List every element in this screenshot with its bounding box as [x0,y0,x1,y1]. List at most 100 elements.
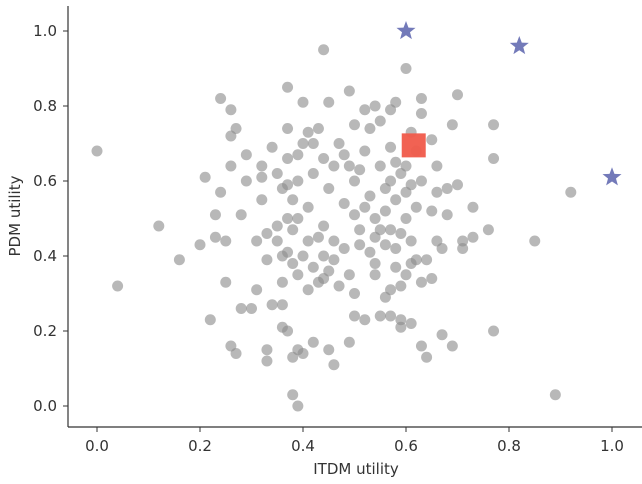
scatter-point [565,186,577,198]
scatter-point [369,258,381,269]
star-marker [602,167,622,186]
scatter-point [287,389,299,401]
x-axis-label: ITDM utility [313,460,399,478]
scatter-point [400,63,412,74]
y-tick-label: 0.2 [33,322,57,340]
scatter-point [488,153,500,164]
scatter-point [426,205,438,217]
axes [67,6,642,428]
x-tick-label: 0.0 [85,437,109,455]
scatter-point [261,344,273,356]
scatter-point [467,231,479,243]
scatter-point [395,280,407,292]
scatter-point [415,175,427,187]
scatter-point [282,123,294,134]
scatter-point [405,235,417,247]
scatter-point [251,284,263,296]
scatter-point [415,276,427,288]
scatter-point [349,310,360,322]
y-tick-label: 0.4 [33,247,57,265]
scatter-point [369,269,381,281]
scatter-point [328,160,340,172]
scatter-point [385,224,397,236]
scatter-point [385,141,397,153]
scatter-point [91,145,103,157]
scatter-point [364,246,376,258]
scatter-point [240,175,252,187]
scatter-point [282,246,294,258]
scatter-point [421,254,433,266]
scatter-point [426,134,438,146]
scatter-point [349,209,360,221]
scatter-point [385,284,397,296]
scatter-point [359,314,371,326]
scatter-point [354,224,366,236]
scatter-point [338,149,350,161]
scatter-point [405,318,417,329]
scatter-point [307,138,319,149]
scatter-point [488,119,500,131]
scatter-point [400,269,412,281]
scatter-point [328,254,340,266]
scatter-point [359,201,371,213]
scatter-point [292,269,304,281]
scatter-point [374,224,386,236]
scatter-point [240,149,252,161]
scatter-point [374,160,386,172]
scatter-point [225,160,237,172]
scatter-point [297,348,309,359]
scatter-point [441,183,453,194]
scatter-point [400,160,412,172]
scatter-point [436,329,448,341]
scatter-point [457,243,469,254]
plot-marks [91,21,622,412]
scatter-point [446,119,458,131]
scatter-point [379,239,391,251]
scatter-point [287,224,299,236]
scatter-point [359,145,371,157]
scatter-point [209,231,221,243]
scatter-point [549,389,561,401]
scatter-point [395,321,407,333]
scatter-point [225,104,237,116]
scatter-point [452,89,463,101]
y-axis-label: PDM utility [6,175,24,256]
scatter-point [220,276,232,288]
scatter-point [292,149,304,161]
scatter-point [302,201,314,213]
scatter-point [256,194,268,206]
scatter-point [266,299,278,311]
x-tick-label: 0.2 [188,437,212,455]
scatter-point [307,336,319,348]
scatter-point [323,344,335,356]
scatter-point [349,175,360,187]
scatter-point [256,160,268,172]
scatter-point [256,171,268,183]
scatter-point [235,303,247,314]
scatter-point [338,243,350,254]
scatter-point [302,235,314,247]
scatter-point [312,123,324,134]
scatter-point [261,228,273,239]
scatter-point [261,355,273,367]
scatter-point [364,123,376,134]
scatter-point [307,168,319,179]
x-tick-label: 1.0 [600,437,624,455]
scatter-point [410,201,422,213]
scatter-point [390,261,402,273]
scatter-point [395,228,407,239]
scatter-point [312,231,324,243]
scatter-point [246,303,257,314]
scatter-point [426,273,438,284]
scatter-point [282,153,294,164]
scatter-point [343,269,355,281]
scatter-point [292,213,304,224]
scatter-point [415,340,427,352]
scatter-point [292,175,304,187]
scatter-point [452,179,463,191]
scatter-point [529,235,541,247]
scatter-point [302,126,314,138]
y-tick-label: 0.0 [33,397,57,415]
star-marker [396,21,416,40]
scatter-point [390,156,402,168]
